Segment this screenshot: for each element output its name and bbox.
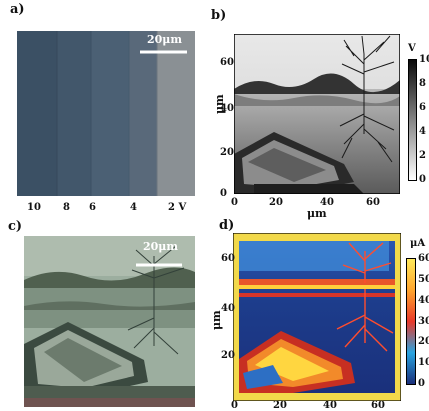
x-tick-label: 60 xyxy=(371,400,385,411)
colorbar-tick-label: 50 xyxy=(418,273,429,285)
colorbar-tick-label: 10 xyxy=(419,54,429,65)
panel-b-ylabel: μm xyxy=(213,94,226,114)
panel-b-colorbar-unit: V xyxy=(408,43,416,54)
voltage-label: 10 xyxy=(27,202,41,213)
x-tick-label: 0 xyxy=(231,400,238,411)
y-tick-label: 40 xyxy=(221,303,235,314)
x-tick-label: 20 xyxy=(273,400,287,411)
colorbar-tick-label: 6 xyxy=(419,102,426,113)
panel-label-a: a) xyxy=(10,2,25,17)
panel-c-image xyxy=(24,236,195,407)
colorbar-tick-label: 20 xyxy=(418,336,429,348)
voltage-label: 8 xyxy=(63,202,70,213)
colorbar-tick-label: 10 xyxy=(418,357,429,369)
x-tick-label: 40 xyxy=(320,197,334,208)
colorbar-tick-label: 2 xyxy=(419,150,426,161)
voltage-label: 2 V xyxy=(168,202,187,213)
x-tick-label: 20 xyxy=(269,197,283,208)
panel-label-c: c) xyxy=(8,219,23,234)
voltage-label: 4 xyxy=(130,202,137,213)
panel-a-scalebar-label: 20μm xyxy=(147,33,182,46)
colorbar-tick-label: 0 xyxy=(419,174,426,185)
panel-b-image xyxy=(234,34,400,194)
colorbar-tick-label: 60 xyxy=(418,253,429,264)
panel-b-colorbar xyxy=(408,59,417,181)
x-tick-label: 0 xyxy=(231,197,238,208)
x-tick-label: 40 xyxy=(323,400,337,411)
y-tick-label: 20 xyxy=(220,147,234,158)
colorbar-tick-label: 30 xyxy=(418,315,429,327)
panel-a-image xyxy=(17,31,195,196)
colorbar-tick-label: 0 xyxy=(418,378,425,389)
panel-label-d: d) xyxy=(219,218,235,233)
y-tick-label: 0 xyxy=(220,188,227,199)
panel-d-ylabel: μm xyxy=(210,310,223,330)
y-tick-label: 40 xyxy=(220,103,234,114)
colorbar-tick-label: 40 xyxy=(418,294,429,306)
panel-b-xlabel: μm xyxy=(307,207,327,220)
panel-label-b: b) xyxy=(211,8,227,23)
y-tick-label: 60 xyxy=(221,253,235,264)
voltage-label: 6 xyxy=(89,202,96,213)
colorbar-tick-label: 4 xyxy=(419,126,426,137)
panel-d-colorbar-unit: μA xyxy=(410,238,426,249)
panel-c-scalebar-label: 20μm xyxy=(143,240,178,253)
colorbar-tick-label: 8 xyxy=(419,78,426,89)
panel-d-colorbar xyxy=(406,258,416,385)
y-tick-label: 60 xyxy=(220,57,234,68)
panel-d-heatmap xyxy=(233,233,401,401)
y-tick-label: 20 xyxy=(221,350,235,361)
x-tick-label: 60 xyxy=(366,197,380,208)
